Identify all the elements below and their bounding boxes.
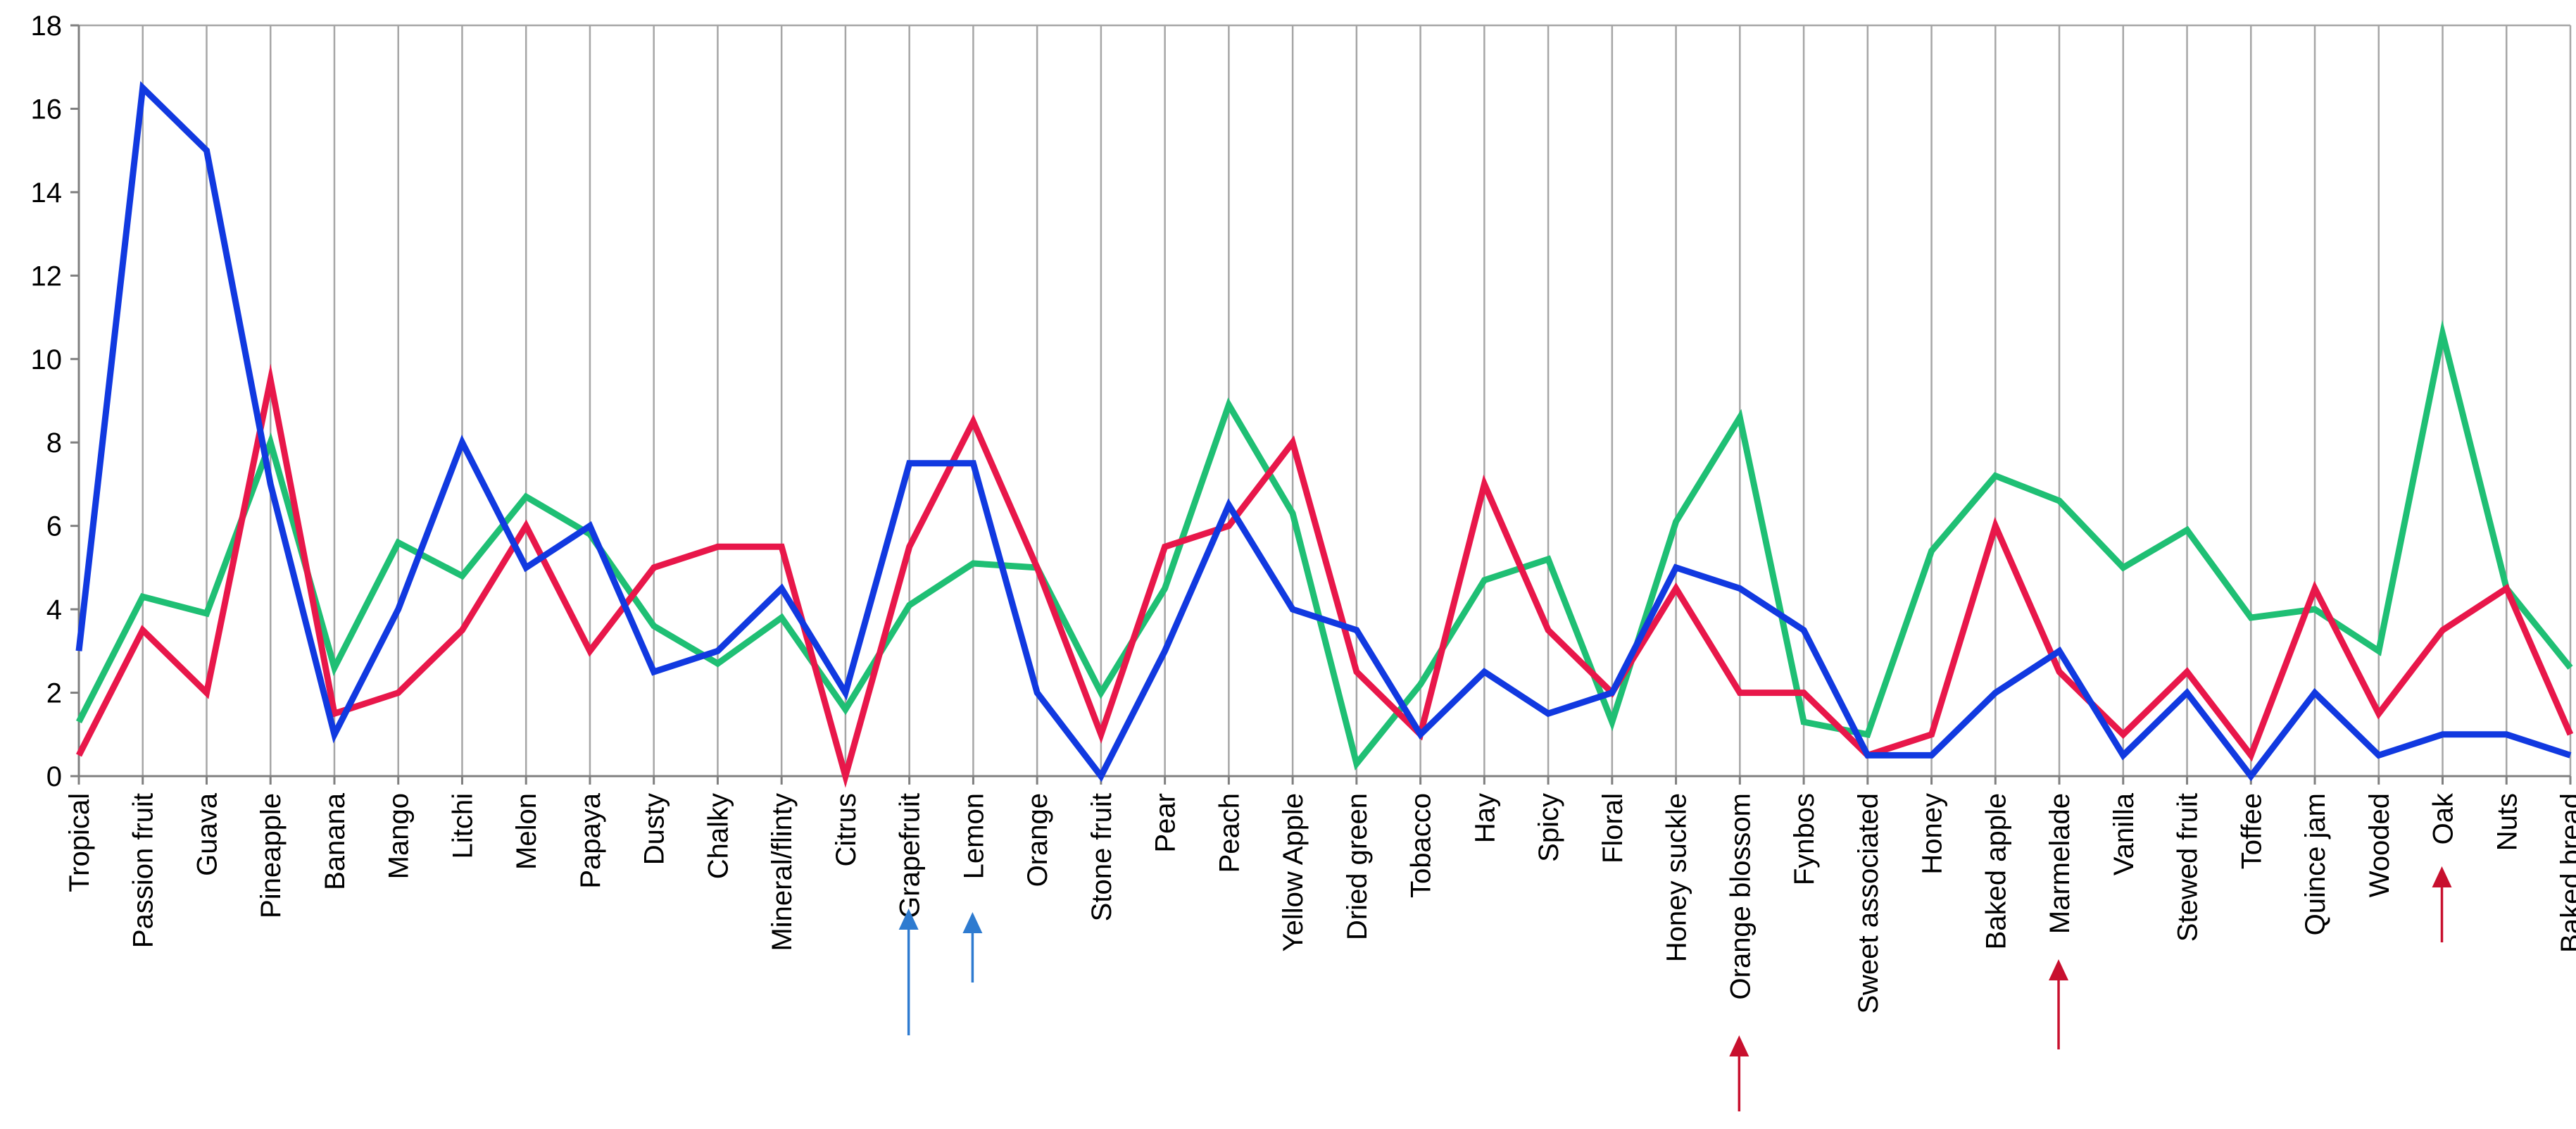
x-tick-label: Pineapple: [256, 793, 287, 918]
x-tick-label: Baked bread: [2556, 793, 2576, 953]
x-tick-label: Floral: [1597, 793, 1628, 863]
x-tick-label: Spicy: [1533, 793, 1564, 862]
x-tick-label: Grapefruit: [895, 793, 926, 918]
arrow-head: [2432, 866, 2452, 887]
x-tick-label: Papaya: [575, 792, 606, 888]
x-tick-label: Fynbos: [1789, 793, 1820, 885]
x-tick-label: Stewed fruit: [2173, 793, 2204, 942]
x-tick-label: Dried green: [1342, 793, 1373, 940]
arrow-oak: [2432, 866, 2452, 942]
x-tick-label: Toffee: [2236, 793, 2267, 869]
x-tick-label: Orange: [1022, 793, 1053, 887]
x-tick-label: Melon: [511, 793, 542, 870]
axis-layer: [70, 24, 2572, 785]
y-tick-label: 2: [46, 678, 62, 709]
x-tick-label: Sweet associated: [1853, 793, 1884, 1014]
y-tick-label: 4: [46, 594, 62, 625]
arrow-head: [898, 909, 919, 930]
x-tick-label: Guava: [191, 792, 222, 876]
series-line-2: [75, 363, 2574, 788]
y-tick-label: 16: [31, 94, 63, 125]
y-tick-label: 10: [31, 344, 63, 375]
annotation-arrows: [898, 866, 2452, 1111]
x-tick-label: Mineral/flinty: [767, 793, 798, 952]
x-tick-label: Peach: [1214, 793, 1245, 873]
x-tick-label: Pear: [1150, 793, 1181, 853]
x-tick-label: Orange blossom: [1725, 793, 1756, 999]
x-tick-label: Hay: [1469, 793, 1500, 843]
arrow-head: [962, 912, 983, 933]
y-tick-label: 8: [46, 428, 62, 459]
x-tick-label: Wooded: [2364, 793, 2395, 897]
x-tick-label: Tobacco: [1406, 793, 1437, 898]
x-tick-label: Citrus: [831, 793, 862, 866]
x-tick-label: Dusty: [639, 793, 670, 865]
x-tick-label: Stone fruit: [1086, 793, 1117, 921]
y-tick-labels: 0 2 4 6 8 10 12 14 16 18: [31, 11, 63, 792]
x-tick-label: Baked apple: [1980, 793, 2011, 949]
y-tick-label: 14: [31, 177, 63, 208]
arrow-head: [2049, 959, 2069, 980]
x-tick-label: Litchi: [447, 793, 478, 859]
x-tick-label: Chalky: [703, 793, 734, 879]
x-tick-label: Vanilla: [2109, 792, 2140, 875]
x-tick-label: Passion fruit: [128, 793, 159, 948]
x-tick-label: Lemon: [958, 793, 989, 879]
arrow-marmelade: [2049, 959, 2069, 1049]
arrow-orange-blossom: [1729, 1035, 1749, 1111]
x-tick-label: Nuts: [2492, 793, 2522, 851]
x-tick-label: Mango: [384, 793, 415, 879]
x-tick-label: Honey suckle: [1661, 793, 1692, 962]
x-tick-label: Banana: [320, 792, 351, 890]
grid-layer: [77, 25, 2572, 776]
x-tick-labels: Tropical Passion fruit Guava Pineapple Banan…: [64, 792, 2576, 1014]
arrow-grapefruit: [898, 909, 919, 1035]
arrow-head: [1729, 1035, 1749, 1056]
series-layer: [75, 81, 2574, 788]
x-tick-label: Yellow Apple: [1278, 793, 1309, 952]
series-line-1: [75, 319, 2573, 771]
arrow-lemon: [962, 912, 983, 983]
y-tick-label: 12: [31, 261, 63, 292]
x-tick-label: Oak: [2428, 792, 2459, 844]
series-line-3: [75, 81, 2572, 782]
x-tick-label: Marmelade: [2044, 793, 2075, 934]
y-tick-label: 6: [46, 511, 62, 542]
x-tick-label: Honey: [1917, 793, 1948, 875]
x-tick-label: Quince jam: [2300, 793, 2331, 935]
x-tick-label: Tropical: [64, 793, 95, 892]
y-tick-label: 18: [31, 11, 63, 42]
y-tick-label: 0: [46, 761, 62, 792]
